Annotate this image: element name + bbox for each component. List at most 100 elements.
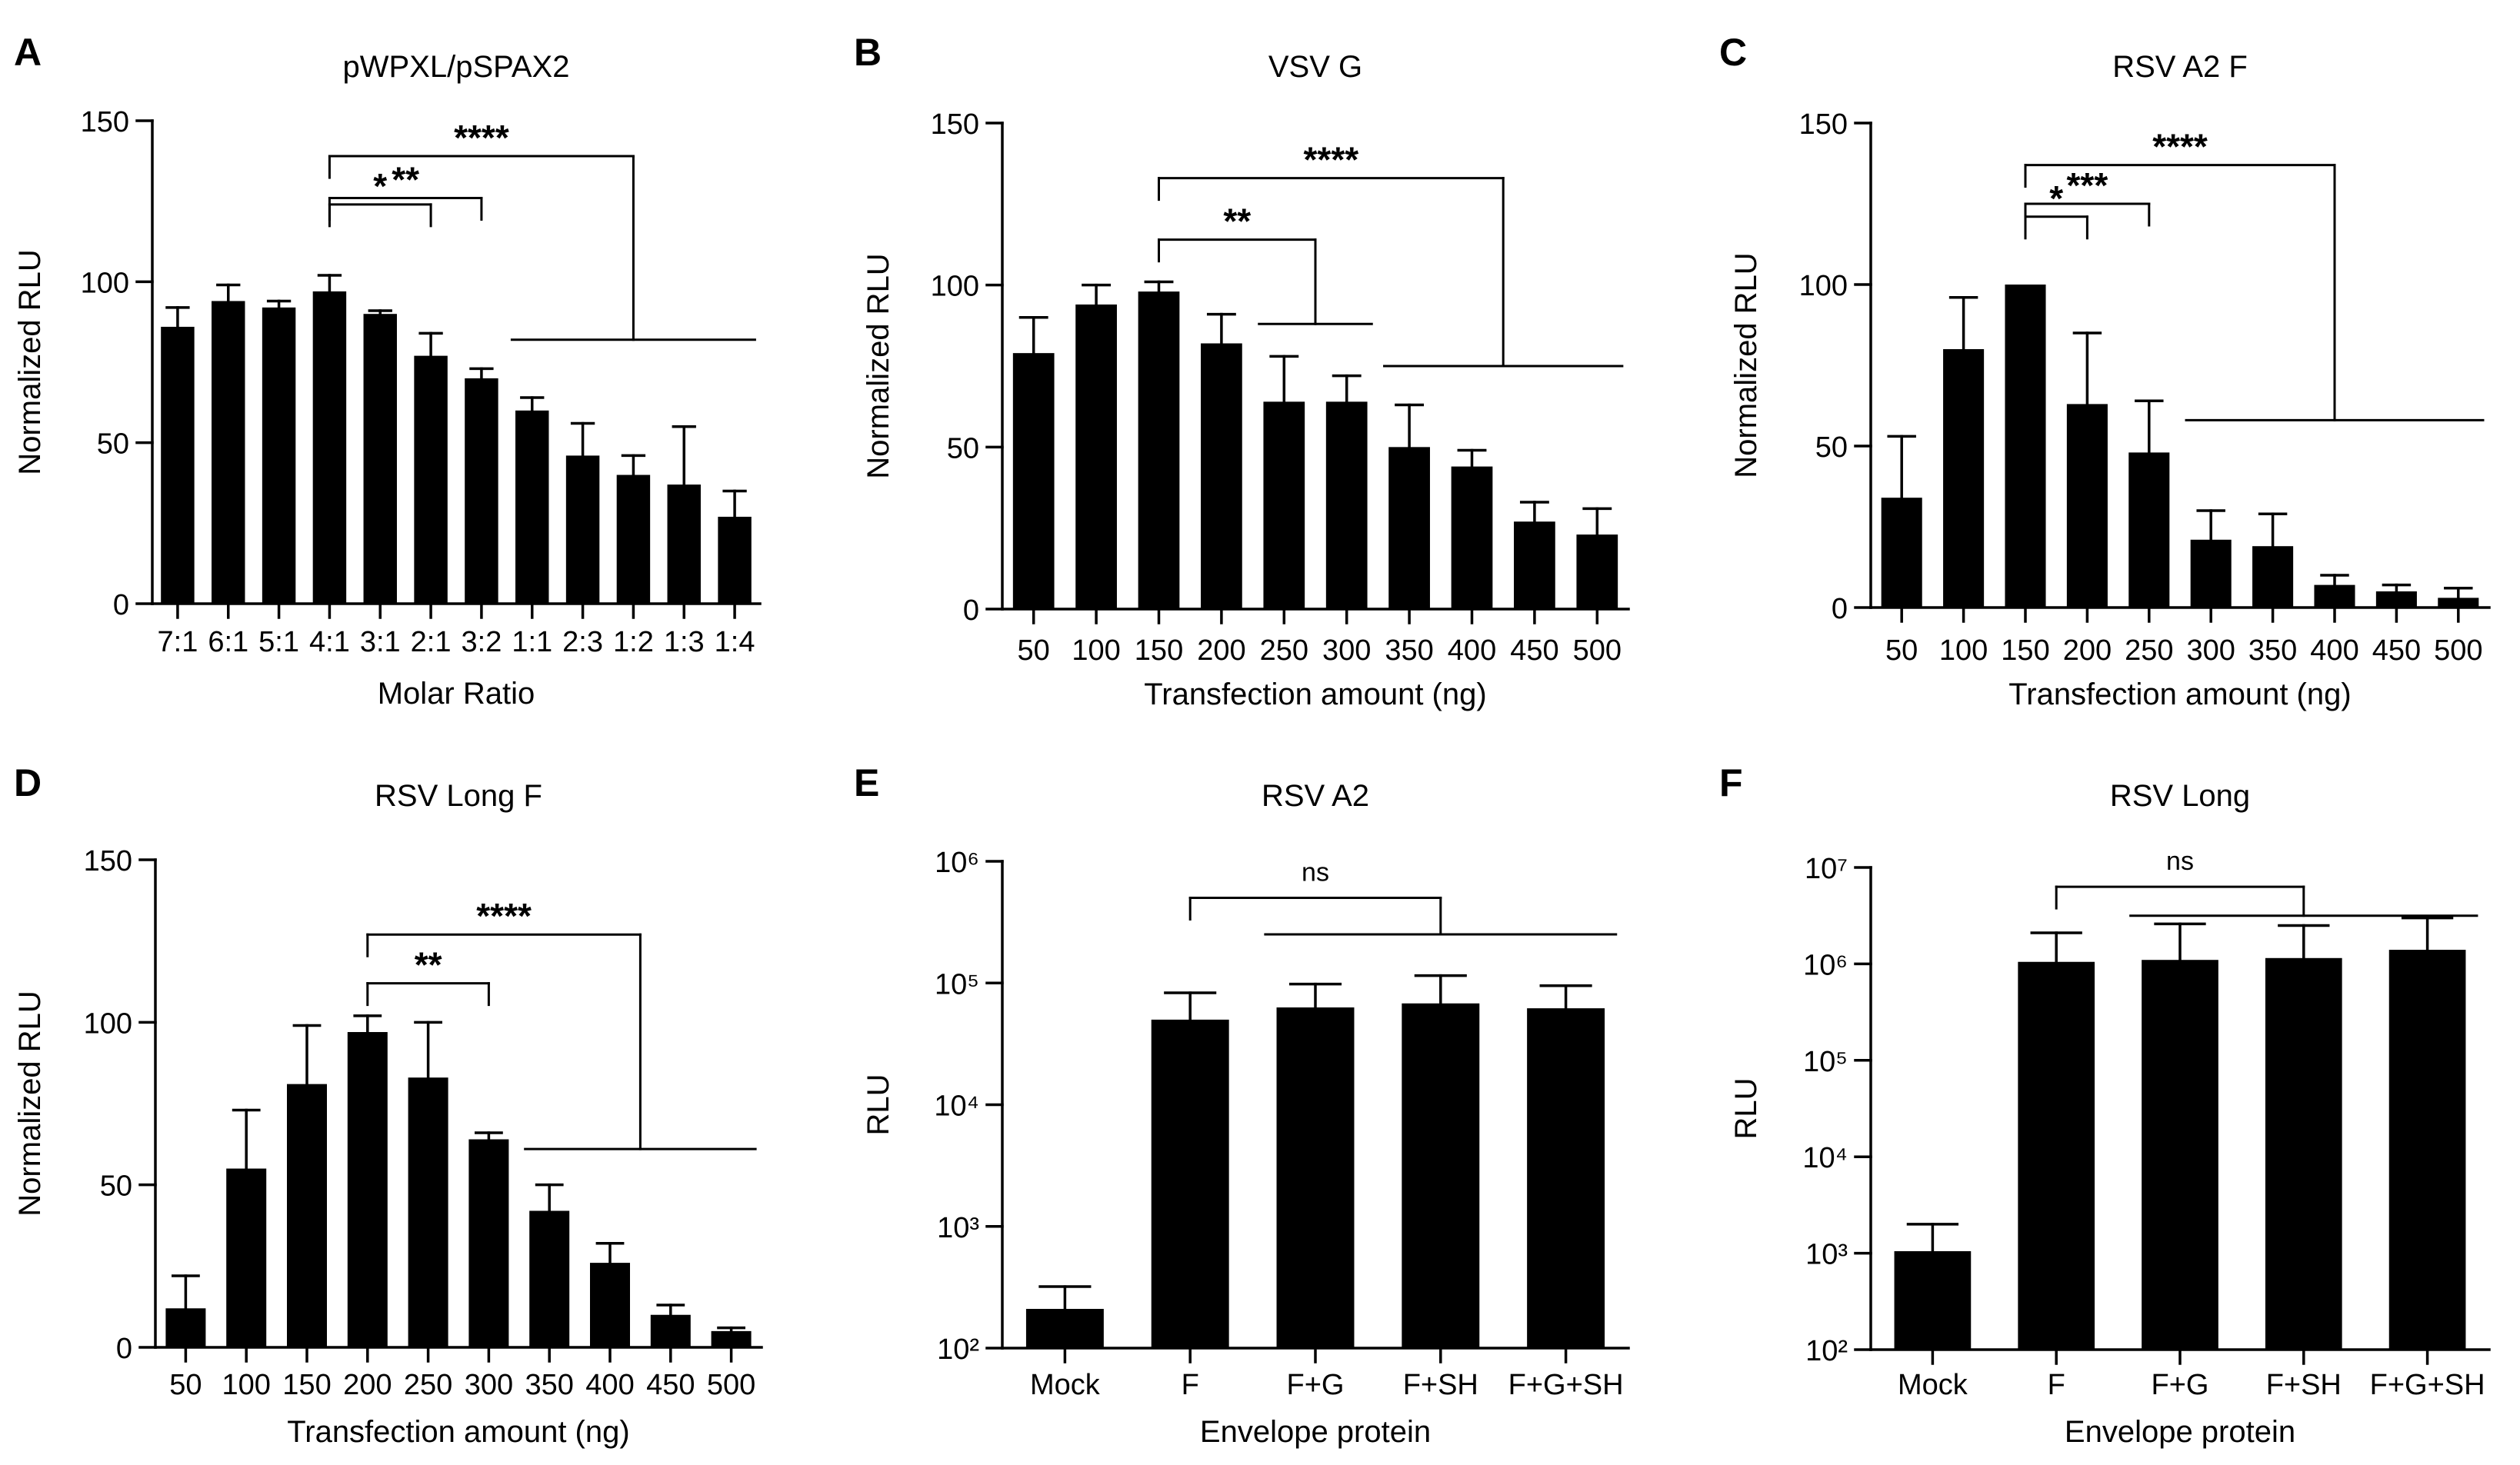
x-tick-label: 250 [2125, 634, 2173, 667]
bar [1388, 447, 1430, 609]
y-tick-label: 0 [113, 589, 129, 621]
significance-label: ** [415, 945, 442, 985]
bar [2066, 404, 2108, 608]
bar [1894, 1250, 1972, 1350]
y-tick-label: 100 [84, 1007, 132, 1040]
significance-bracket: ** [1158, 201, 1373, 325]
bar [262, 307, 296, 604]
x-tick-label: F+SH [1403, 1369, 1478, 1401]
bar [711, 1330, 752, 1347]
panel-letter: E [854, 761, 879, 804]
x-tick-label: 500 [2434, 634, 2482, 667]
significance-bracket: ** [328, 159, 483, 221]
chart-title: RSV Long [2110, 779, 2250, 813]
x-tick-label: 400 [1448, 634, 1496, 667]
y-tick-label: 10² [1805, 1335, 1848, 1367]
x-tick-label: 250 [404, 1369, 452, 1401]
significance-label: **** [476, 896, 532, 936]
x-tick-label: 1:3 [664, 626, 705, 658]
x-tick-label: F+G [2152, 1369, 2209, 1401]
bar [226, 1168, 267, 1347]
panel-B: B VSV G 0 50 100 150 Normalized RLU Transfectio… [854, 31, 1630, 711]
x-tick-label: 400 [585, 1369, 634, 1401]
significance-bracket: **** [1158, 140, 1624, 368]
bar [347, 1032, 388, 1347]
x-tick-label: 450 [2372, 634, 2421, 667]
y-tick-label: 150 [84, 845, 132, 877]
y-tick-label: 10⁴ [1802, 1142, 1848, 1174]
x-tick-label: 400 [2310, 634, 2358, 667]
y-axis-label: Normalized RLU [13, 991, 47, 1216]
bar [1075, 304, 1117, 609]
y-axis-label: Normalized RLU [1729, 252, 1763, 478]
bar [1263, 401, 1305, 609]
significance-label: ns [2166, 847, 2194, 876]
panel-letter: D [14, 761, 42, 804]
panel-letter: C [1719, 31, 1747, 74]
bar [1451, 466, 1493, 609]
significance-label: ns [1302, 857, 1329, 887]
x-tick-label: 150 [2001, 634, 2049, 667]
x-tick-label: 300 [2186, 634, 2235, 667]
x-tick-label: 2:1 [411, 626, 452, 658]
y-tick-label: 10³ [1805, 1239, 1848, 1271]
x-tick-label: F+G [1287, 1369, 1345, 1401]
y-tick-label: 100 [931, 271, 979, 303]
x-tick-label: 250 [1260, 634, 1308, 667]
significance-label: **** [454, 118, 509, 158]
y-axis-label: Normalized RLU [13, 249, 47, 474]
y-tick-label: 10⁷ [1805, 853, 1848, 885]
y-tick-label: 0 [116, 1333, 132, 1365]
x-tick-label: 100 [1939, 634, 1988, 667]
y-tick-label: 100 [81, 267, 129, 299]
x-tick-label: 150 [1135, 634, 1183, 667]
chart-title: RSV A2 F [2112, 50, 2248, 84]
bar [363, 314, 397, 604]
y-tick-label: 150 [931, 108, 979, 141]
x-tick-label: 350 [1385, 634, 1433, 667]
y-tick-label: 10⁵ [935, 968, 979, 1001]
x-tick-label: 50 [1018, 634, 1050, 667]
bar [1138, 291, 1180, 609]
x-tick-label: 4:1 [309, 626, 350, 658]
y-tick-label: 10⁵ [1803, 1046, 1848, 1078]
bar [408, 1077, 448, 1347]
y-tick-label: 10⁶ [935, 847, 979, 879]
x-tick-label: F+G+SH [2370, 1369, 2485, 1401]
x-tick-label: 100 [1072, 634, 1120, 667]
x-tick-label: 100 [222, 1369, 270, 1401]
x-tick-label: 3:1 [360, 626, 401, 658]
panel-C: C RSV A2 F 0 50 100 150 Normalized RLU Transfec… [1719, 31, 2491, 711]
x-tick-label: 50 [169, 1369, 202, 1401]
bar [165, 1308, 206, 1347]
x-tick-label: 1:2 [613, 626, 654, 658]
significance-bracket: * [328, 166, 432, 228]
x-tick-label: 200 [1197, 634, 1245, 667]
bar [1514, 521, 1555, 609]
y-tick-label: 50 [97, 428, 129, 461]
bar [667, 484, 701, 604]
significance-label: * [2049, 178, 2063, 218]
bar [1201, 343, 1242, 609]
bar [161, 326, 195, 604]
x-tick-label: 150 [282, 1369, 331, 1401]
y-tick-label: 10⁴ [934, 1090, 979, 1123]
significance-label: * [373, 166, 387, 206]
y-axis-label: Normalized RLU [862, 253, 895, 478]
bar [650, 1314, 691, 1347]
bar [2128, 452, 2170, 608]
x-tick-label: 500 [1573, 634, 1622, 667]
bar [312, 291, 347, 604]
y-tick-label: 150 [1799, 108, 1848, 141]
significance-bracket: ns [2055, 847, 2478, 917]
bar [2005, 285, 2046, 608]
significance-bracket: ns [1188, 857, 1618, 936]
y-tick-label: 10² [937, 1333, 979, 1366]
x-tick-label: F [1182, 1369, 1199, 1401]
x-tick-label: Mock [1898, 1369, 1968, 1401]
bar [2252, 546, 2294, 608]
significance-bracket: **** [366, 896, 757, 1150]
bar [718, 516, 752, 604]
x-tick-label: F+SH [2266, 1369, 2342, 1401]
